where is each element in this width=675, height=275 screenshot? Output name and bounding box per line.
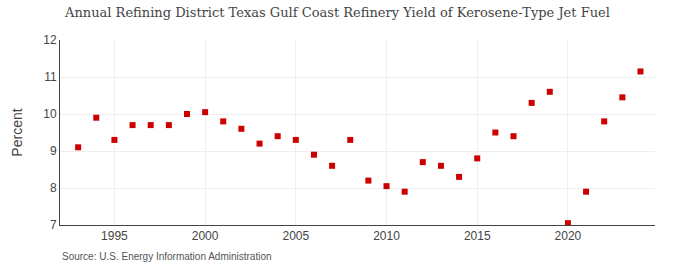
svg-text:1995: 1995	[101, 229, 128, 243]
svg-text:2005: 2005	[282, 229, 309, 243]
svg-text:2020: 2020	[555, 229, 582, 243]
svg-text:12: 12	[43, 33, 57, 47]
svg-text:Source: U.S. Energy Informatio: Source: U.S. Energy Information Administ…	[62, 251, 272, 262]
svg-text:Percent: Percent	[9, 108, 25, 156]
svg-text:11: 11	[44, 70, 57, 84]
svg-text:2010: 2010	[373, 229, 400, 243]
svg-text:9: 9	[50, 144, 57, 158]
svg-text:7: 7	[50, 218, 57, 232]
svg-text:8: 8	[50, 181, 57, 195]
svg-text:10: 10	[43, 107, 57, 121]
svg-text:Annual Refining District Texas: Annual Refining District Texas Gulf Coas…	[64, 5, 610, 20]
svg-text:2015: 2015	[464, 229, 491, 243]
svg-text:2000: 2000	[192, 229, 219, 243]
